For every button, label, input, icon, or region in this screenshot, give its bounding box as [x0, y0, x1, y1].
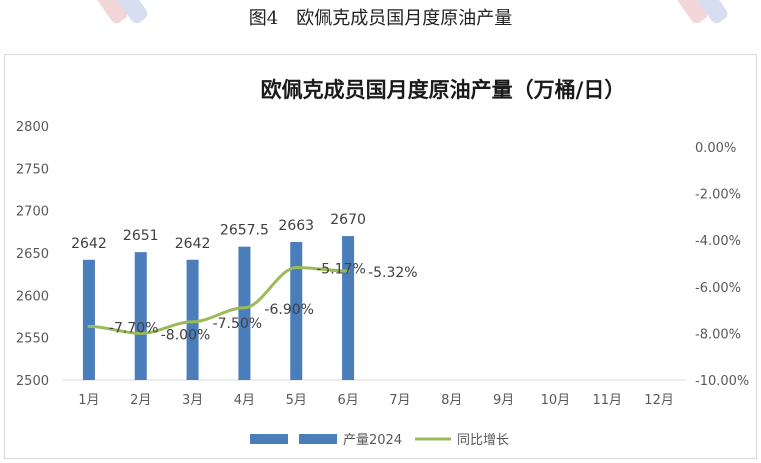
y-left-tick-label: 2700 — [16, 205, 49, 220]
x-tick-label: 1月 — [78, 393, 99, 408]
document-header: 图4 欧佩克成员国月度原油产量 — [0, 0, 761, 50]
x-tick-label: 4月 — [234, 393, 255, 408]
line-data-label: -5.17% — [316, 261, 366, 277]
x-tick-label: 7月 — [389, 393, 410, 408]
x-tick-label: 9月 — [493, 393, 514, 408]
bar — [342, 236, 355, 380]
y-right-tick-label: -6.00% — [695, 281, 741, 296]
x-tick-label: 3月 — [182, 393, 203, 408]
bar-data-label: 2663 — [278, 218, 314, 234]
bar-data-label: 2651 — [123, 228, 159, 244]
chart-frame: 欧佩克成员国月度原油产量（万桶/日） 2500 2550 2600 2650 2700 27… — [4, 54, 757, 459]
bar-data-label: 2642 — [71, 236, 107, 252]
line-data-label: -7.50% — [213, 316, 263, 332]
x-tick-label: 10月 — [541, 393, 571, 408]
legend-bar-label: 产量2024 — [343, 433, 402, 448]
bar — [238, 246, 251, 380]
y-left-tick-label: 2600 — [16, 289, 49, 304]
bar — [82, 259, 95, 380]
chart-title: 欧佩克成员国月度原油产量（万桶/日） — [261, 77, 626, 102]
bar — [290, 241, 303, 380]
x-tick-label: 11月 — [592, 393, 622, 408]
line-data-label: -6.90% — [264, 302, 314, 318]
y-right-tick-label: -4.00% — [695, 234, 741, 249]
figure-caption: 图4 欧佩克成员国月度原油产量 — [248, 8, 513, 29]
y-left-tick-label: 2500 — [16, 374, 49, 389]
chart: 欧佩克成员国月度原油产量（万桶/日） 2500 2550 2600 2650 2700 27… — [16, 77, 749, 448]
y-left-tick-label: 2750 — [16, 162, 49, 177]
y-right-tick-label: 0.00% — [695, 141, 736, 156]
x-tick-label: 12月 — [644, 393, 674, 408]
bar-data-label: 2670 — [330, 212, 366, 228]
bar-data-label: 2657.5 — [220, 223, 269, 239]
legend-bar-swatch — [250, 434, 288, 444]
y-right-tick-label: -8.00% — [695, 327, 741, 342]
bar-data-label: 2642 — [175, 236, 211, 252]
y-right-tick-label: -10.00% — [695, 374, 749, 389]
x-tick-label: 6月 — [337, 393, 358, 408]
y-left-tick-label: 2650 — [16, 247, 49, 262]
line-data-label: -8.00% — [161, 327, 211, 343]
bar — [186, 259, 199, 380]
bar — [134, 252, 147, 380]
line-data-label: -7.70% — [109, 320, 159, 336]
legend-bar-swatch — [299, 434, 337, 444]
growth-line — [87, 265, 350, 335]
y-right-tick-label: -2.00% — [695, 188, 741, 203]
y-left-tick-label: 2800 — [16, 120, 49, 135]
y-left-tick-label: 2550 — [16, 332, 49, 347]
legend-line-label: 同比增长 — [457, 433, 509, 448]
x-tick-label: 8月 — [441, 393, 462, 408]
x-tick-label: 2月 — [130, 393, 151, 408]
x-tick-label: 5月 — [286, 393, 307, 408]
line-data-label: -5.32% — [368, 265, 418, 281]
